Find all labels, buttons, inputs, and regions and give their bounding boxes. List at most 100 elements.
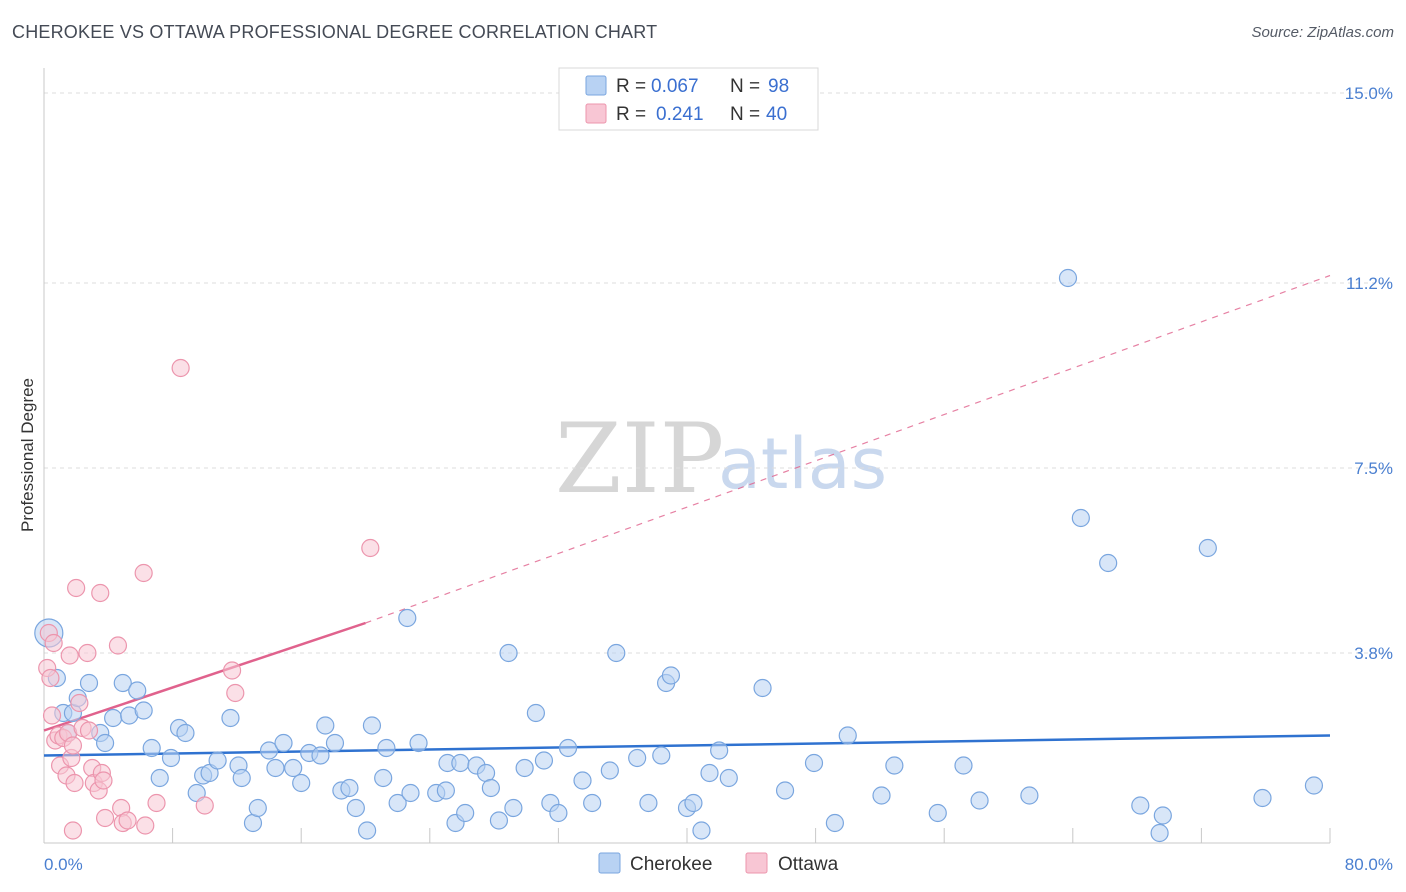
cherokee-point [600, 761, 619, 780]
ottawa-point [108, 636, 128, 655]
cherokee-point [248, 798, 267, 818]
cherokee-point [259, 741, 279, 760]
cherokee-point [1153, 806, 1172, 825]
cherokee-point [284, 758, 303, 778]
cherokee-point [684, 793, 703, 813]
cherokee-point [628, 748, 647, 768]
ottawa-r-value: 0.241 [656, 104, 704, 125]
chart-title: CHEROKEE VS OTTAWA PROFESSIONAL DEGREE C… [12, 22, 658, 42]
watermark-atlas: atlas [718, 423, 887, 505]
cherokee-point [607, 643, 626, 663]
watermark: ZIP atlas [555, 403, 887, 515]
ottawa-point [118, 811, 137, 830]
cherokee-point [456, 803, 475, 823]
cherokee-point [639, 793, 658, 813]
cherokee-point [358, 821, 377, 840]
cherokee-point [481, 778, 500, 798]
ottawa-legend-swatch [585, 103, 607, 124]
cherokee-point [374, 768, 393, 788]
cherokee-legend-swatch [585, 75, 607, 96]
ottawa-point [91, 583, 110, 603]
cherokee-point [1198, 538, 1217, 558]
cherokee-point [970, 791, 989, 810]
cherokee-point [534, 751, 554, 770]
cherokee-point [316, 716, 335, 735]
cherokee-point [208, 751, 227, 770]
ottawa-n-label: N = [730, 104, 760, 125]
cherokee-point [583, 793, 602, 813]
cherokee-point [504, 798, 523, 818]
cherokee-point [573, 771, 592, 790]
cherokee-point [1099, 553, 1118, 573]
cherokee-point [872, 786, 891, 805]
cherokee-point [700, 763, 719, 783]
stats-legend: R = 0.067 N = 98 R = 0.241 N = 40 [558, 67, 819, 131]
cherokee-points [34, 268, 1324, 843]
cherokee-point [526, 703, 545, 723]
cherokee-point [134, 701, 153, 720]
ottawa-point [63, 736, 83, 755]
cherokee-point [292, 773, 311, 793]
cherokee-point [1058, 268, 1078, 288]
data-points [34, 268, 1324, 843]
ottawa-point [94, 771, 113, 790]
x-tick-label: 0.0% [44, 855, 83, 874]
cherokee-point [489, 811, 509, 830]
cherokee-point [128, 681, 147, 700]
y-tick-label: 7.5% [1354, 459, 1393, 478]
cherokee-point [1131, 796, 1150, 815]
cherokee-point [804, 753, 824, 773]
cherokee-point [142, 738, 161, 758]
cherokee-point [274, 733, 293, 753]
ottawa-point [171, 358, 190, 378]
cherokee-point [104, 708, 123, 728]
ottawa-point [95, 808, 115, 828]
ottawa-n-value: 40 [766, 104, 787, 125]
ottawa-r-label: R = [616, 104, 646, 125]
cherokee-point [377, 738, 396, 758]
watermark-zip: ZIP [555, 403, 724, 515]
cherokee-point [325, 733, 345, 753]
ottawa-point [134, 563, 153, 583]
cherokee-trend-line [43, 734, 1331, 757]
cherokee-series-swatch [598, 852, 621, 874]
cherokee-point [476, 763, 496, 783]
cherokee-point [549, 803, 568, 823]
cherokee-point [515, 758, 534, 778]
x-tick-label: 80.0% [1345, 855, 1393, 874]
ottawa-point [60, 646, 79, 665]
ottawa-point [65, 773, 84, 793]
cherokee-r-label: R = [616, 76, 646, 97]
ottawa-point [361, 538, 380, 558]
ottawa-point [78, 643, 97, 663]
ottawa-point [222, 661, 242, 680]
ottawa-series-label: Ottawa [778, 854, 839, 875]
ottawa-point [44, 633, 63, 653]
trend-lines [43, 274, 1331, 757]
cherokee-point [1304, 776, 1324, 795]
cherokee-point [661, 666, 681, 685]
cherokee-point [1253, 788, 1272, 808]
y-axis-label: Professional Degree [18, 378, 37, 532]
cherokee-point [753, 678, 772, 698]
cherokee-point [221, 708, 240, 728]
x-axis-tick-labels: 0.0% 80.0% [44, 855, 1393, 874]
cherokee-point [150, 768, 169, 788]
cherokee-point [79, 673, 99, 693]
cherokee-point [311, 746, 330, 765]
cherokee-point [95, 733, 115, 753]
cherokee-point [243, 813, 263, 833]
cherokee-point [825, 813, 844, 833]
cherokee-point [401, 783, 420, 803]
cherokee-point [340, 778, 359, 798]
cherokee-n-label: N = [730, 76, 760, 97]
cherokee-point [362, 716, 382, 735]
cherokee-point [1150, 823, 1169, 843]
cherokee-series-label: Cherokee [630, 854, 712, 875]
cherokee-point [232, 768, 251, 788]
cherokee-point [451, 753, 470, 773]
cherokee-point [885, 756, 904, 775]
cherokee-point [954, 756, 973, 775]
cherokee-point [928, 803, 947, 823]
